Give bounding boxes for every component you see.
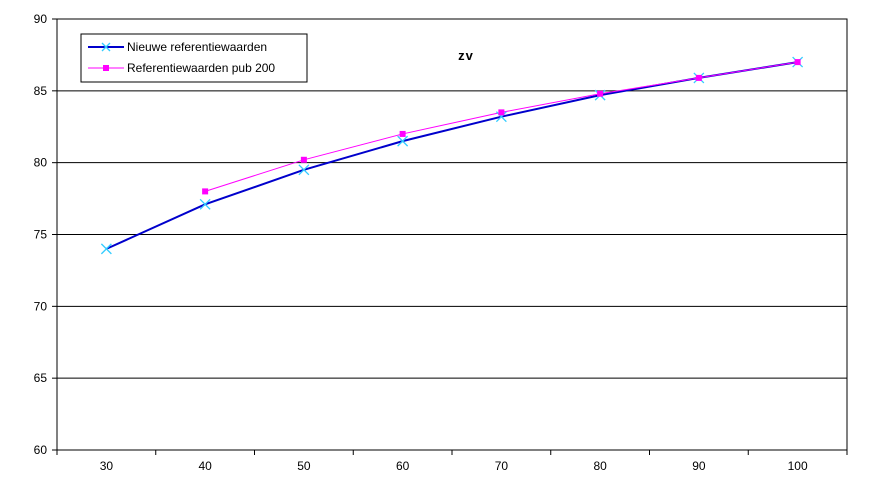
y-tick-label-60: 60 <box>34 443 48 457</box>
point-nieuwe-60 <box>397 135 409 147</box>
point-nieuwe-70 <box>495 111 507 123</box>
legend-items: Nieuwe referentiewaarden Referentiewaarde… <box>88 40 275 75</box>
point-nieuwe-50 <box>298 164 310 176</box>
legend: Nieuwe referentiewaarden Referentiewaarde… <box>80 33 308 83</box>
x-tick-label-70: 70 <box>495 459 509 473</box>
point-pub200-90 <box>695 74 702 81</box>
y-tick-label-90: 90 <box>34 12 48 26</box>
point-marker-stroke <box>397 135 409 147</box>
point-pub200-40 <box>202 188 209 195</box>
legend-label: Nieuwe referentiewaarden <box>127 40 267 54</box>
x-tick-label-30: 30 <box>100 459 114 473</box>
point-nieuwe-30 <box>100 243 112 255</box>
point-pub200-50 <box>300 156 307 163</box>
legend-item-referentiewaarden-pub-200: Referentiewaarden pub 200 <box>88 61 275 75</box>
y-tick-label-70: 70 <box>34 299 48 313</box>
legend-label: Referentiewaarden pub 200 <box>127 61 275 75</box>
legend-marker-stroke <box>101 42 111 52</box>
y-tick-label-75: 75 <box>34 228 48 242</box>
point-marker-stroke <box>495 111 507 123</box>
x-tick-label-90: 90 <box>692 459 706 473</box>
y-tick-label-65: 65 <box>34 371 48 385</box>
x-tick-label-100: 100 <box>788 459 808 473</box>
gridlines <box>57 90 847 379</box>
point-pub200-70 <box>498 109 505 116</box>
point-marker-stroke <box>100 243 112 255</box>
y-tick-label-80: 80 <box>34 156 48 170</box>
point-pub200-100 <box>794 59 801 66</box>
point-marker-stroke <box>298 164 310 176</box>
point-nieuwe-40 <box>199 198 211 210</box>
x-tick-label-50: 50 <box>297 459 311 473</box>
y-tick-label-85: 85 <box>34 84 48 98</box>
x-tick-label-60: 60 <box>396 459 410 473</box>
axes: 60 65 70 75 80 85 90 30 40 50 60 70 80 90 100 <box>34 12 848 473</box>
point-pub200-60 <box>399 130 406 137</box>
x-tick-label-40: 40 <box>198 459 212 473</box>
x-tick-label-80: 80 <box>593 459 607 473</box>
legend-item-nieuwe-referentiewaarden: Nieuwe referentiewaarden <box>88 40 267 54</box>
chart-title: zv <box>458 48 474 63</box>
legend-box <box>80 33 308 83</box>
series-layer <box>100 56 804 255</box>
point-pub200-80 <box>597 90 604 97</box>
point-marker-stroke <box>199 198 211 210</box>
legend-marker <box>103 65 109 71</box>
